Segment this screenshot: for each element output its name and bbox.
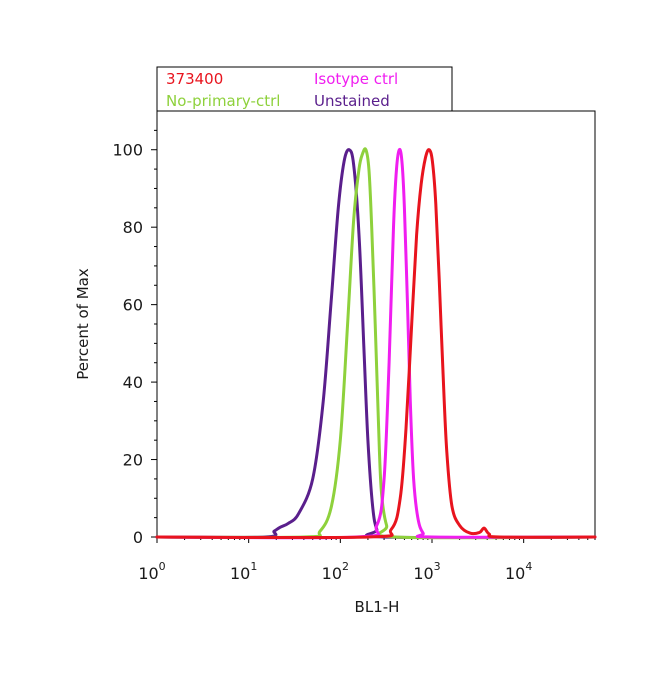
x-tick-label: 101 xyxy=(230,560,257,583)
x-tick-label: 100 xyxy=(138,560,165,583)
legend-box xyxy=(156,66,453,112)
legend-label-373400: 373400 xyxy=(166,70,223,88)
x-tick-label: 103 xyxy=(413,560,440,583)
y-axis: 0 20 40 60 80 100 xyxy=(112,129,157,547)
y-tick-label: 100 xyxy=(112,141,143,160)
legend-label-isotype-ctrl: Isotype ctrl xyxy=(314,70,398,88)
series-line-isotype-ctrl xyxy=(155,147,597,540)
y-axis-title: Percent of Max xyxy=(74,268,92,380)
x-tick-label: 102 xyxy=(322,560,349,583)
legend: 373400 Isotype ctrl No-primary-ctrl Unst… xyxy=(156,66,453,112)
series-line-unstained xyxy=(155,148,597,540)
series-line-no-primary-ctrl xyxy=(155,147,597,540)
y-tick-label: 60 xyxy=(123,296,143,315)
legend-label-unstained: Unstained xyxy=(314,92,390,110)
series-line-373400 xyxy=(155,148,597,540)
y-tick-label: 20 xyxy=(123,451,143,470)
legend-label-no-primary-ctrl: No-primary-ctrl xyxy=(166,92,280,110)
y-tick-label: 0 xyxy=(133,528,143,547)
x-axis-title: BL1-H xyxy=(355,598,400,616)
y-tick-label: 40 xyxy=(123,373,143,392)
x-tick-label: 104 xyxy=(505,560,532,583)
y-tick-label: 80 xyxy=(123,218,143,237)
x-axis: 100 101 102 103 104 xyxy=(138,537,596,583)
series-layer xyxy=(155,147,597,540)
